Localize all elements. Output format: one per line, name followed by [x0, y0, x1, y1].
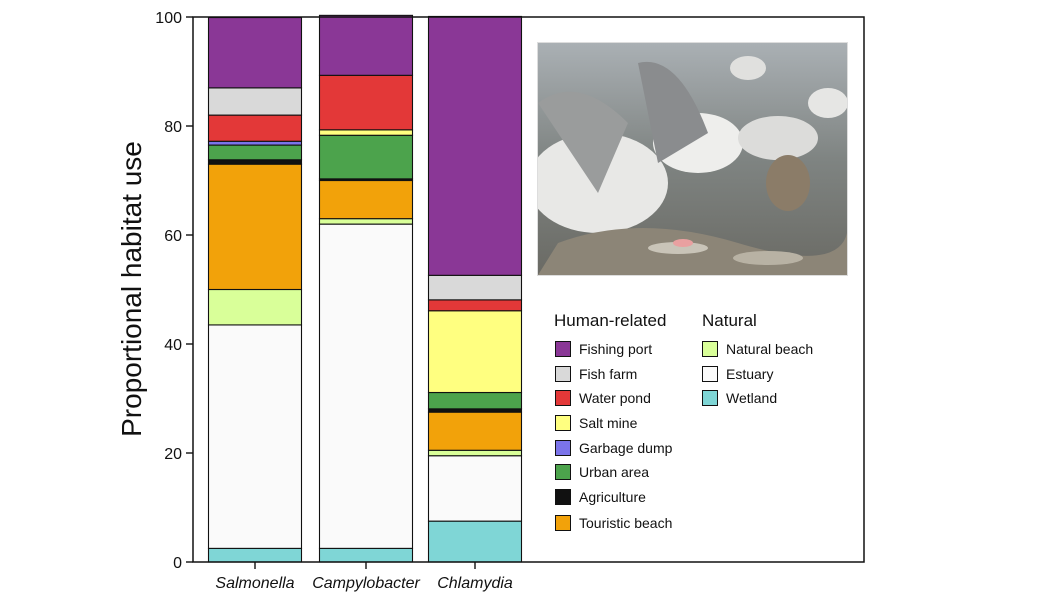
x-tick-label: Campylobacter	[312, 575, 420, 592]
legend-label: Salt mine	[579, 415, 638, 431]
legend-swatch	[555, 415, 571, 431]
bar-segment-touristic-beach	[427, 411, 523, 451]
legend-item-urban-area: Urban area	[555, 462, 649, 482]
y-tick-label: 80	[164, 119, 182, 136]
legend-item-salt-mine: Salt mine	[555, 413, 637, 433]
legend-swatch	[702, 390, 718, 406]
bar-segment-water-pond	[318, 74, 414, 131]
bar-segment-wetland	[427, 520, 523, 563]
legend-label: Estuary	[726, 366, 774, 382]
y-axis-label: Proportional habitat use	[116, 141, 147, 437]
y-tick-label: 60	[164, 228, 182, 245]
legend-item-wetland: Wetland	[702, 388, 777, 408]
bar-segment-salt-mine	[427, 310, 523, 394]
bar-segment-fish-farm	[207, 87, 303, 116]
legend-label: Garbage dump	[579, 440, 673, 456]
legend-item-water-pond: Water pond	[555, 388, 651, 408]
y-tick-label: 100	[155, 10, 182, 27]
axes-group: 0 20 40 60 80 100 Salmonella Campylobacter Chlam…	[155, 10, 513, 592]
bar-segment-urban-area	[427, 391, 523, 410]
legend-label: Water pond	[579, 390, 651, 406]
legend-swatch	[702, 366, 718, 382]
x-tick-label: Salmonella	[215, 575, 294, 592]
bar-segment-fishing-port	[207, 16, 303, 89]
bar-segment-touristic-beach	[318, 179, 414, 220]
bar-segment-natural-beach	[318, 218, 414, 225]
legend-swatch	[555, 464, 571, 480]
legend-label: Wetland	[726, 390, 778, 406]
legend-label: Touristic beach	[579, 515, 673, 531]
bar-segment-salt-mine	[318, 129, 414, 136]
y-tick-label: 40	[164, 337, 182, 354]
legend-swatch	[555, 440, 571, 456]
legend-swatch	[555, 489, 571, 505]
bar-segment-garbage-dump	[207, 140, 303, 146]
legend-label: Fish farm	[579, 366, 638, 382]
legend-swatch	[555, 515, 571, 531]
bar-segment-natural-beach	[427, 449, 523, 457]
bar-segment-natural-beach	[207, 288, 303, 326]
bar-segment-wetland	[207, 547, 303, 563]
y-tick-label: 0	[173, 555, 182, 572]
legend-swatch	[702, 341, 718, 357]
legend-title-natural: Natural	[702, 311, 757, 330]
bar-segment-fishing-port	[427, 15, 523, 276]
legend-label: Agriculture	[579, 489, 646, 505]
legend-item-agriculture: Agriculture	[555, 487, 646, 507]
legend-item-fishing-port: Fishing port	[555, 339, 652, 359]
bar-segment-urban-area	[318, 134, 414, 180]
legend-item-fish-farm: Fish farm	[555, 364, 637, 384]
legend-title-human: Human-related	[554, 311, 667, 330]
bar-segment-wetland	[318, 547, 414, 563]
legend-label: Natural beach	[726, 341, 814, 357]
bar-segment-estuary	[427, 455, 523, 522]
bar-segment-urban-area	[207, 144, 303, 161]
legend-item-natural-beach: Natural beach	[702, 339, 813, 359]
legend-item-garbage-dump: Garbage dump	[555, 438, 672, 458]
x-tick-label: Chlamydia	[437, 575, 513, 592]
bar-segment-water-pond	[207, 114, 303, 142]
gulls-photo	[537, 42, 848, 276]
bar-segment-touristic-beach	[207, 163, 303, 291]
bar-segment-estuary	[318, 223, 414, 549]
legend-swatch	[555, 341, 571, 357]
bars-group	[207, 14, 523, 563]
y-tick-label: 20	[164, 446, 182, 463]
bar-segment-agriculture	[207, 159, 303, 165]
bar-segment-fish-farm	[427, 274, 523, 301]
bar-segment-estuary	[207, 324, 303, 549]
bar-segment-water-pond	[427, 299, 523, 312]
legend-item-estuary: Estuary	[702, 364, 773, 384]
legend-label: Fishing port	[579, 341, 653, 357]
legend-item-touristic-beach: Touristic beach	[555, 513, 672, 533]
bar-segment-fishing-port	[318, 14, 414, 76]
legend-swatch	[555, 390, 571, 406]
plot-frame	[192, 16, 865, 563]
legend-label: Urban area	[579, 464, 650, 480]
legend-swatch	[555, 366, 571, 382]
